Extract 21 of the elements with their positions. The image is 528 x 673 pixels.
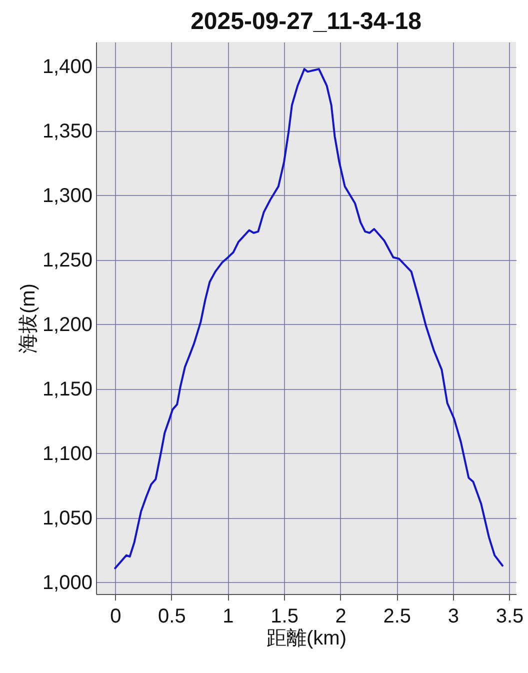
line-series xyxy=(114,68,504,570)
x-tick-label: 3.5 xyxy=(496,606,524,628)
x-tick-label: 2.5 xyxy=(383,606,412,628)
y-tick-label: 1,350 xyxy=(42,120,92,142)
x-tick-label: 0 xyxy=(110,606,122,628)
y-axis-title: 海拔(m) xyxy=(17,284,40,354)
x-tick-label: 0.5 xyxy=(158,606,186,628)
y-tick-label: 1,100 xyxy=(42,442,92,465)
x-tick-label: 3 xyxy=(448,606,460,628)
chart-title: 2025-09-27_11-34-18 xyxy=(190,8,422,35)
y-tick-label: 1,150 xyxy=(42,378,92,400)
x-tick-label: 1 xyxy=(222,606,234,628)
y-tick-label: 1,400 xyxy=(42,56,92,78)
y-tick-label: 1,250 xyxy=(42,249,92,272)
x-axis-title: 距離(km) xyxy=(266,628,346,650)
y-tick-label: 1,300 xyxy=(42,184,92,207)
y-tick-label: 1,200 xyxy=(42,314,92,336)
x-tick-label: 1.5 xyxy=(270,606,298,628)
x-tick-label: 2 xyxy=(335,606,346,628)
y-tick-label: 1,050 xyxy=(42,507,92,530)
y-tick-label: 1,000 xyxy=(42,572,92,594)
